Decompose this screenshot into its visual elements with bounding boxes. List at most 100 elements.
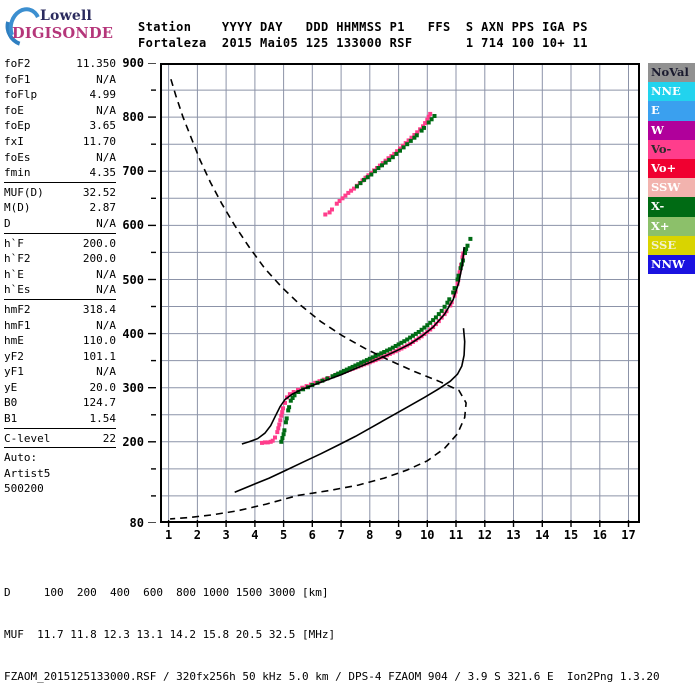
parameter-row: foEp 3.65 bbox=[4, 118, 116, 134]
ionogram-parameters-panel: foF2 11.350 foF1 N/A foFlp 4.99 foE N/A foEp 3.65… bbox=[4, 56, 116, 500]
parameter-row: foF2 11.350 bbox=[4, 56, 116, 72]
parameter-group-3: hmF2 318.4 hmF1 N/A hmE 110.0 yF2 101.1 yF1 N/A yE… bbox=[4, 302, 116, 429]
y-axis-tick-300: 300 bbox=[122, 380, 144, 395]
parameter-group-2: h`F 200.0 h`F2 200.0 h`E N/A h`Es N/A bbox=[4, 236, 116, 300]
parameter-row: MUF(D) 32.52 bbox=[4, 185, 116, 201]
polarization-legend[interactable]: NoVal NNE E W Vo- Vo+ SSW X- X+ SSE NNW bbox=[648, 63, 695, 275]
y-axis-tick-700: 700 bbox=[122, 164, 144, 179]
parameter-row: foEs N/A bbox=[4, 150, 116, 166]
x-axis-tick-2: 2 bbox=[193, 528, 202, 542]
series-1 bbox=[279, 236, 473, 444]
autoscaling-info: Auto: Artist5 500200 bbox=[4, 450, 116, 498]
plot-frame bbox=[160, 63, 640, 523]
parameter-value: 11.70 bbox=[82, 134, 116, 148]
parameter-key: hmE bbox=[4, 334, 24, 348]
parameter-value: 20.0 bbox=[89, 380, 117, 394]
parameter-key: foEs bbox=[4, 150, 31, 164]
y-tick-marks bbox=[148, 63, 156, 523]
x-axis-tick-6: 6 bbox=[308, 528, 316, 542]
x-axis-tick-9: 9 bbox=[394, 528, 403, 542]
legend-item-vo-[interactable]: Vo+ bbox=[648, 158, 695, 179]
legend-item-w[interactable]: W bbox=[648, 120, 695, 140]
parameter-key: h`F bbox=[4, 236, 24, 250]
parameter-row: h`F 200.0 bbox=[4, 236, 116, 252]
parameter-row: h`E N/A bbox=[4, 267, 116, 283]
x-axis-tick-16: 16 bbox=[592, 528, 608, 542]
parameter-key: h`Es bbox=[4, 283, 31, 297]
parameter-key: yF2 bbox=[4, 349, 24, 363]
autoscaling-line: 500200 bbox=[4, 482, 44, 496]
series-3 bbox=[354, 114, 437, 189]
legend-item-x-[interactable]: X+ bbox=[648, 216, 695, 236]
parameter-row: hmE 110.0 bbox=[4, 333, 116, 349]
legend-item-nnw[interactable]: NNW bbox=[648, 254, 695, 275]
parameter-value: 4.99 bbox=[89, 88, 117, 102]
legend-item-ssw[interactable]: SSW bbox=[648, 178, 695, 198]
parameter-group-1: MUF(D) 32.52 M(D) 2.87 D N/A bbox=[4, 185, 116, 234]
parameter-value: 110.0 bbox=[82, 334, 116, 348]
footer-info: D 100 200 400 600 800 1000 1500 3000 [km… bbox=[4, 558, 660, 698]
x-tick-marks bbox=[167, 520, 630, 527]
parameter-row: hmF1 N/A bbox=[4, 318, 116, 334]
station-header-labels: Station YYYY DAY DDD HHMMSS P1 FFS S AXN… bbox=[138, 20, 588, 34]
x-axis-tick-3: 3 bbox=[222, 528, 230, 542]
y-axis-tick-800: 800 bbox=[122, 110, 144, 125]
parameter-key: B1 bbox=[4, 412, 18, 426]
x-axis-labels: 1 2 3 4 5 6 7 8 9 10 11 12 13 14 15 16 17 bbox=[160, 520, 642, 546]
parameter-key: yE bbox=[4, 380, 18, 394]
parameter-value: N/A bbox=[96, 150, 116, 164]
footer-distance-row: D 100 200 400 600 800 1000 1500 3000 [km… bbox=[4, 586, 329, 599]
parameter-row: foFlp 4.99 bbox=[4, 87, 116, 103]
parameter-value: 318.4 bbox=[82, 302, 116, 316]
parameter-key: yF1 bbox=[4, 365, 24, 379]
legend-item-nne[interactable]: NNE bbox=[648, 82, 695, 102]
parameter-row: B0 124.7 bbox=[4, 395, 116, 411]
series-6 bbox=[170, 78, 467, 520]
parameter-row: C-level 22 bbox=[4, 431, 116, 447]
parameter-key: foEp bbox=[4, 119, 31, 133]
parameter-row: yF1 N/A bbox=[4, 364, 116, 380]
parameter-value: 11.350 bbox=[76, 57, 116, 70]
station-header-values: Fortaleza 2015 Mai05 125 133000 RSF 1 71… bbox=[138, 36, 588, 50]
parameter-row: h`F2 200.0 bbox=[4, 251, 116, 267]
logo-lowell-text: Lowell bbox=[40, 8, 92, 24]
parameter-value: 3.65 bbox=[89, 119, 117, 133]
ionogram-canvas[interactable] bbox=[160, 63, 640, 523]
parameter-row: D N/A bbox=[4, 216, 116, 232]
parameter-key: foE bbox=[4, 103, 24, 117]
parameter-key: h`F2 bbox=[4, 252, 31, 266]
series-4 bbox=[241, 246, 465, 445]
parameter-row: yE 20.0 bbox=[4, 380, 116, 396]
x-axis-tick-4: 4 bbox=[251, 528, 259, 542]
parameter-row: fxI 11.70 bbox=[4, 134, 116, 150]
legend-item-e[interactable]: E bbox=[648, 101, 695, 121]
x-axis-tick-14: 14 bbox=[535, 528, 550, 542]
parameter-value: N/A bbox=[96, 72, 116, 86]
ionogram-plot[interactable] bbox=[160, 63, 640, 523]
station-header: Station YYYY DAY DDD HHMMSS P1 FFS S AXN… bbox=[138, 19, 588, 51]
parameter-row: foF1 N/A bbox=[4, 72, 116, 88]
legend-item-vo-[interactable]: Vo- bbox=[648, 139, 695, 159]
x-axis-tick-12: 12 bbox=[477, 528, 493, 542]
parameter-key: M(D) bbox=[4, 201, 31, 215]
y-axis-tick-500: 500 bbox=[122, 272, 144, 287]
parameter-key: foFlp bbox=[4, 88, 38, 102]
x-axis-tick-1: 1 bbox=[164, 528, 173, 542]
parameter-key: hmF2 bbox=[4, 302, 31, 316]
series-5 bbox=[234, 328, 466, 493]
y-axis-tick-400: 400 bbox=[122, 326, 144, 341]
y-axis-tick-80: 80 bbox=[129, 516, 144, 530]
x-axis-tick-8: 8 bbox=[366, 528, 374, 542]
grid-lines bbox=[160, 63, 640, 523]
legend-item-x-[interactable]: X- bbox=[648, 197, 695, 217]
parameter-key: h`E bbox=[4, 267, 24, 281]
parameter-row: yF2 101.1 bbox=[4, 349, 116, 365]
parameter-key: foF2 bbox=[4, 57, 31, 70]
parameter-key: hmF1 bbox=[4, 318, 31, 332]
logo-digisonde-text: DIGISONDE bbox=[12, 25, 114, 42]
legend-item-sse[interactable]: SSE bbox=[648, 235, 695, 255]
parameter-group-4: C-level 22 bbox=[4, 431, 116, 449]
legend-item-noval[interactable]: NoVal bbox=[648, 63, 695, 83]
parameter-row: B1 1.54 bbox=[4, 411, 116, 427]
x-axis-tick-11: 11 bbox=[448, 528, 464, 542]
